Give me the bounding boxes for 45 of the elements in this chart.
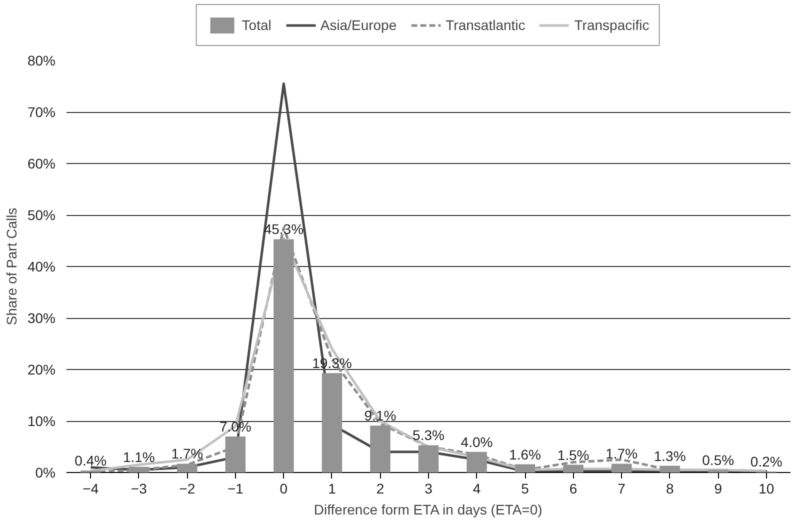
data-label: 0.2% [750, 453, 782, 470]
x-tick-label: −2 [179, 480, 196, 496]
data-label: 4.0% [460, 434, 493, 450]
y-tick-label: 30% [27, 310, 56, 326]
data-label: 0.4% [74, 452, 107, 468]
y-tick-label: 20% [27, 362, 56, 378]
data-label: 1.3% [654, 448, 686, 464]
data-label: 7.0% [219, 418, 252, 434]
x-tick-label: 0 [280, 480, 288, 496]
data-label: 9.1% [364, 408, 396, 424]
bar [708, 470, 728, 472]
y-axis-title: Share of Part Calls [3, 208, 20, 326]
x-tick-label: 6 [569, 480, 578, 496]
x-tick-label: 10 [758, 480, 774, 496]
data-label: 1.1% [122, 448, 155, 465]
data-label: 1.5% [557, 446, 590, 463]
x-tick-label: 7 [618, 480, 626, 496]
y-tick-label: 80% [27, 52, 56, 68]
x-tick-label: 3 [424, 480, 433, 496]
y-tick-label: 10% [27, 413, 56, 429]
data-label: 1.7% [171, 446, 204, 462]
legend-label: Transatlantic [446, 17, 526, 33]
bar [660, 466, 680, 472]
x-tick-label: 5 [521, 480, 530, 496]
y-tick-label: 70% [27, 104, 56, 120]
data-label: 1.6% [509, 446, 541, 462]
y-tick-label: 50% [27, 207, 56, 223]
y-tick-label: 40% [27, 258, 56, 274]
data-label: 1.7% [606, 446, 638, 462]
x-tick-label: 1 [328, 480, 336, 496]
x-tick-label: −3 [130, 480, 148, 496]
x-tick-label: 8 [666, 480, 674, 496]
legend-label: Asia/Europe [320, 17, 397, 33]
data-label: 5.3% [412, 427, 444, 444]
x-axis-title: Difference form ETA in days (ETA=0) [314, 502, 542, 518]
x-tick-label: 4 [472, 480, 481, 496]
legend-label: Total [242, 17, 272, 33]
legend-label: Transpacific [574, 17, 650, 33]
x-tick-label: 2 [376, 480, 384, 496]
data-label: 0.5% [702, 452, 734, 468]
y-tick-label: 60% [27, 156, 56, 172]
x-tick-label: −1 [227, 480, 244, 496]
y-tick-label: 0% [35, 464, 56, 480]
x-tick-label: −4 [82, 480, 99, 496]
x-tick-label: 9 [714, 480, 722, 496]
